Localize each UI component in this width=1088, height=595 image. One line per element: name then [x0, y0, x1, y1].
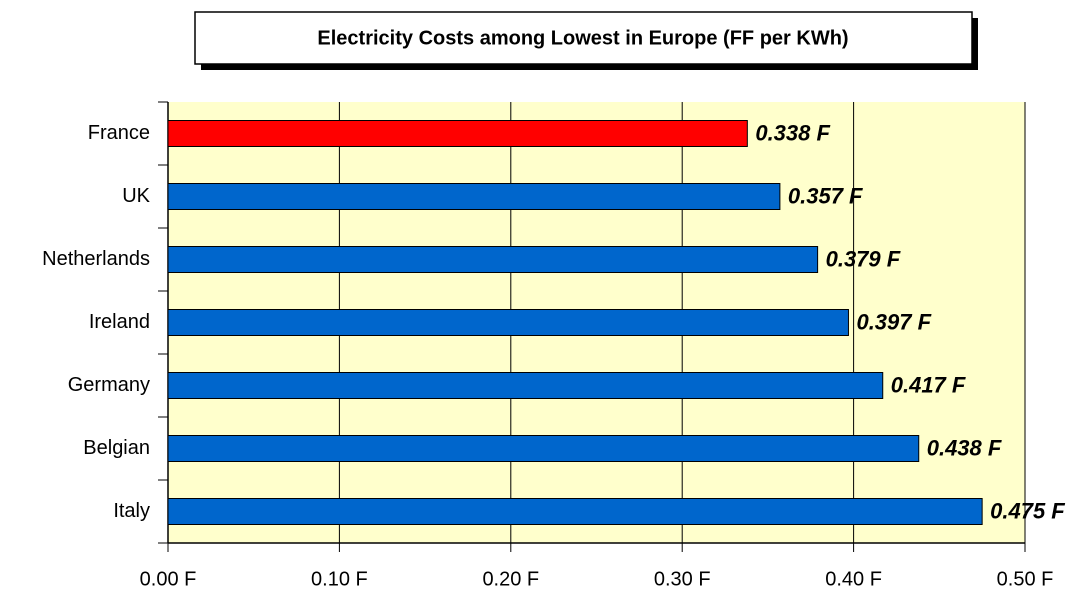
- bar: [167, 372, 884, 399]
- x-tick-label: 0.30 F: [654, 568, 711, 590]
- value-label: 0.417 F: [891, 372, 966, 397]
- y-tick-label: Belgian: [83, 437, 150, 459]
- y-tick-label: Netherlands: [42, 248, 150, 270]
- x-tick-label: 0.20 F: [482, 568, 539, 590]
- value-label: 0.475 F: [990, 498, 1065, 523]
- x-tick-label: 0.40 F: [825, 568, 882, 590]
- bar: [167, 246, 819, 273]
- x-tick-label: 0.10 F: [311, 568, 368, 590]
- bar: [167, 120, 748, 147]
- value-label: 0.338 F: [755, 120, 830, 145]
- bar: [167, 435, 920, 462]
- value-label: 0.379 F: [826, 246, 901, 271]
- y-tick-label: Italy: [113, 500, 150, 522]
- chart-title: Electricity Costs among Lowest in Europe…: [317, 27, 848, 49]
- bar: [167, 183, 781, 210]
- bar: [167, 498, 983, 525]
- y-tick-label: Germany: [68, 374, 150, 396]
- title-box: [194, 11, 973, 65]
- y-tick-label: UK: [122, 185, 150, 207]
- value-label: 0.357 F: [788, 183, 863, 208]
- value-label: 0.438 F: [927, 435, 1002, 460]
- x-tick-label: 0.00 F: [140, 568, 197, 590]
- y-tick-label: France: [88, 122, 150, 144]
- y-tick-label: Ireland: [89, 311, 150, 333]
- x-tick-label: 0.50 F: [997, 568, 1054, 590]
- value-label: 0.397 F: [856, 309, 931, 334]
- bar: [167, 309, 849, 336]
